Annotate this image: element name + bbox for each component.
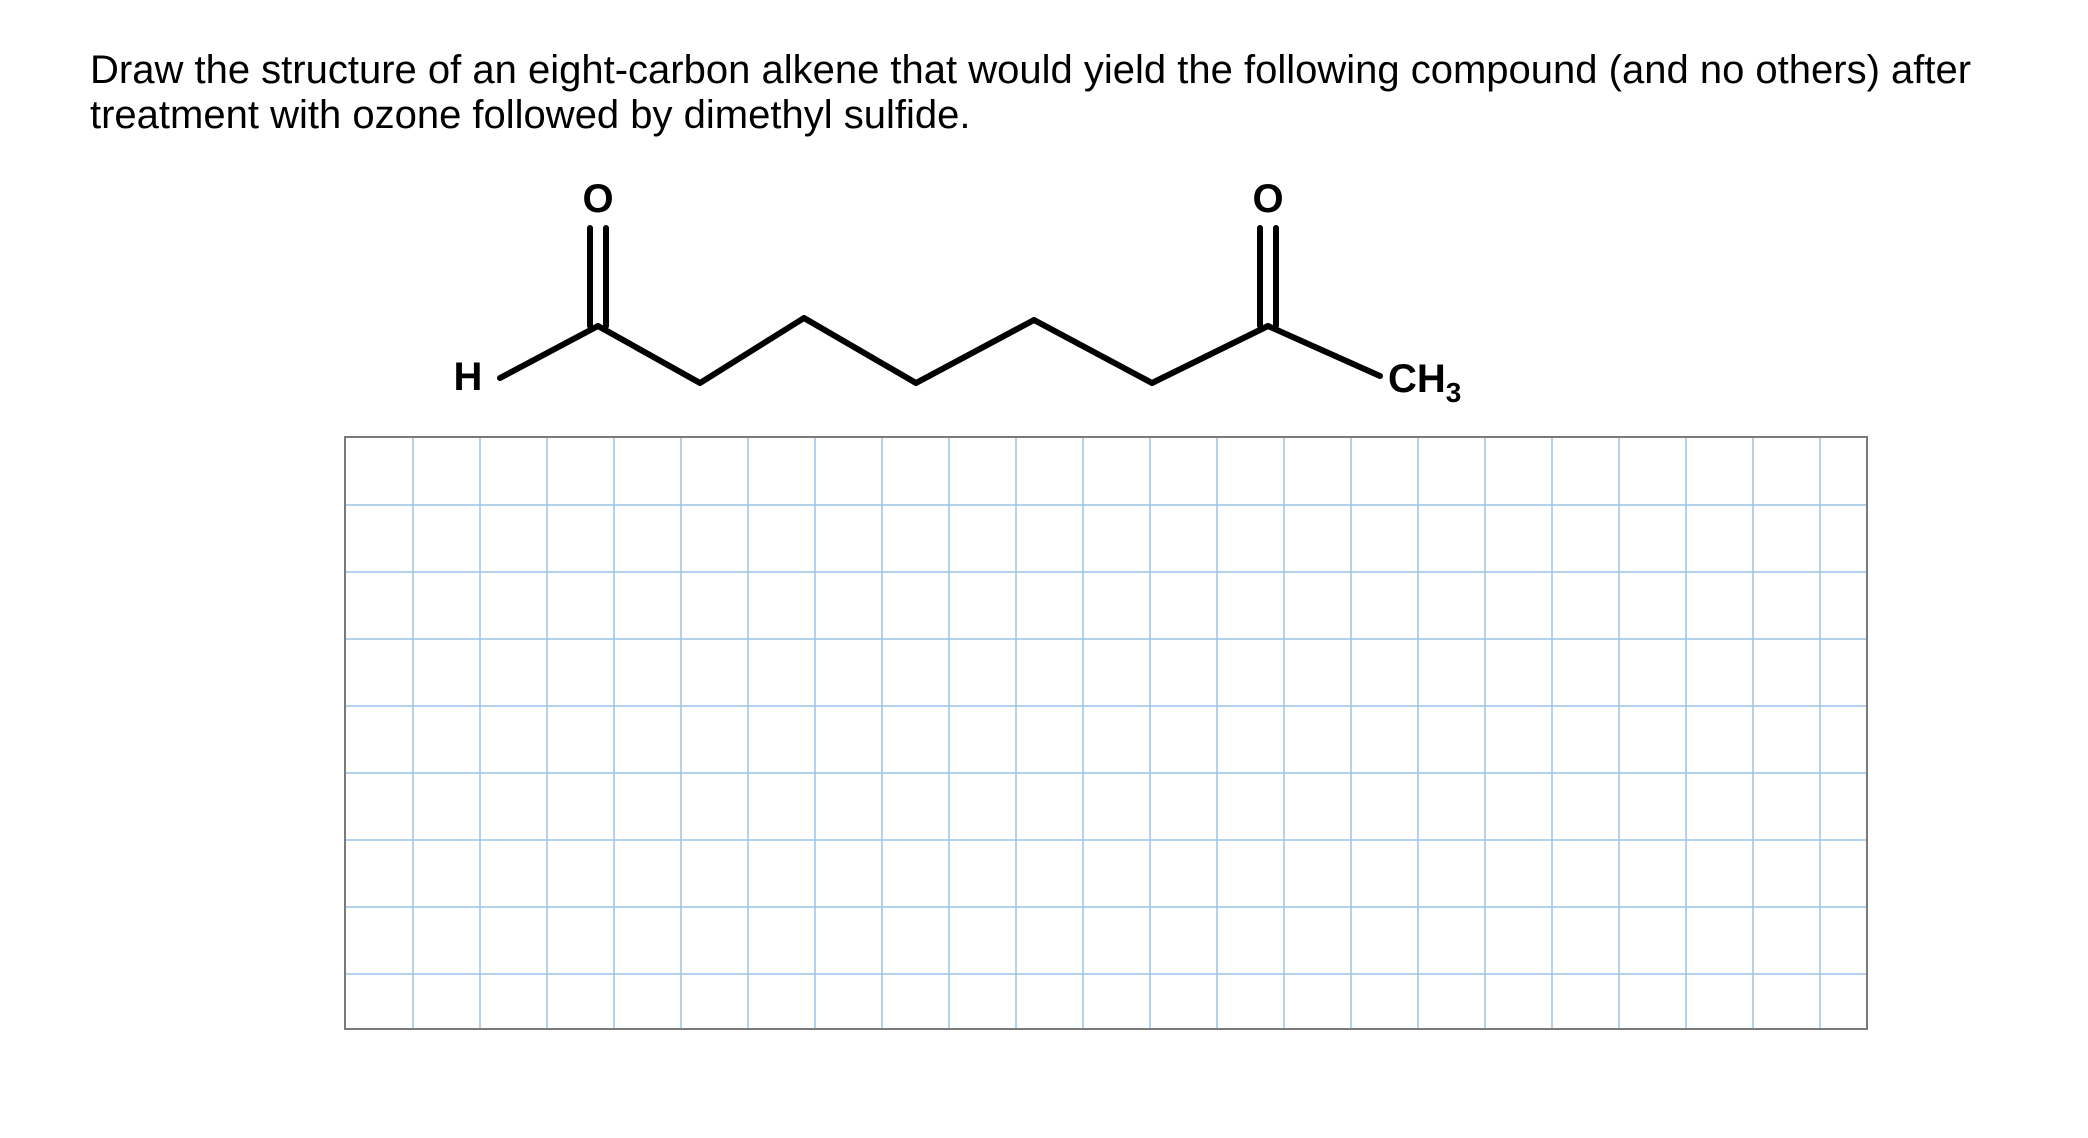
answer-grid[interactable] [344,436,1868,1030]
label-o-left: O [582,177,613,221]
label-h: H [454,355,483,399]
question-line1: Draw the structure of an eight-carbon al… [90,48,1971,92]
label-ch: CH [1388,357,1446,401]
page: Draw the structure of an eight-carbon al… [0,0,2088,1138]
molecule-structure: H O O CH3 [344,158,1744,418]
svg-text:CH3: CH3 [1388,357,1461,408]
label-o-right: O [1252,177,1283,221]
label-ch-sub: 3 [1446,377,1462,408]
question-line2: treatment with ozone followed by dimethy… [90,93,970,137]
question-text: Draw the structure of an eight-carbon al… [90,48,1990,138]
figure-area: H O O CH3 [344,158,1744,1030]
